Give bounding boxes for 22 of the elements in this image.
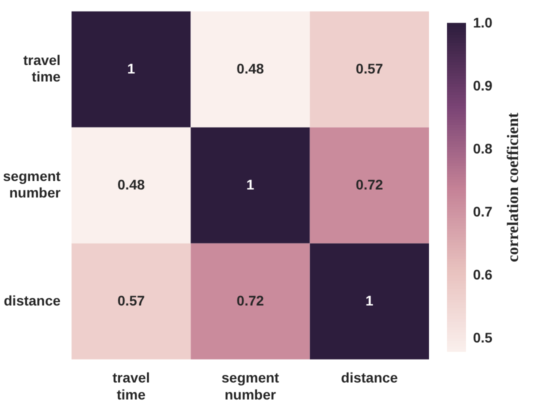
data-label: 0.72: [356, 176, 384, 192]
data-label: 0.72: [236, 292, 264, 308]
data-label: 0.57: [118, 292, 145, 308]
color-bar-title: correlation coefficient: [505, 112, 522, 262]
data-label: 0.48: [236, 60, 264, 76]
data-label: 1: [246, 176, 254, 192]
data-label: 0.57: [356, 60, 384, 76]
x-tick-label: travel time: [112, 370, 150, 402]
color-bar-label: 0.7: [473, 203, 493, 220]
x-tick-label: distance: [341, 370, 398, 386]
y-tick-label: segment number: [2, 168, 62, 201]
data-label: 1: [127, 60, 136, 76]
data-label: 0.48: [118, 176, 145, 192]
x-tick-label: segment number: [221, 370, 280, 402]
color-bar-label: 0.6: [473, 266, 493, 283]
y-tick-label: distance: [4, 292, 61, 308]
data-label: 1: [366, 292, 374, 308]
color-bar-label: 0.5: [473, 330, 493, 346]
color-bar-label: 1.0: [473, 14, 493, 30]
color-bar-label: 0.8: [473, 140, 493, 156]
y-tick-label: travel time: [23, 52, 61, 85]
color-bar-label: 0.9: [473, 77, 493, 94]
